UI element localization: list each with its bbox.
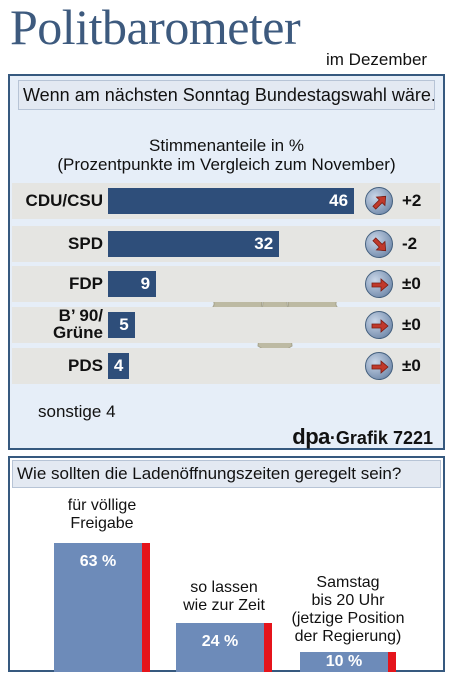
opinion-bar-accent	[264, 622, 272, 672]
party-value: 46	[329, 191, 349, 210]
source-separator: ·	[329, 428, 336, 448]
opinion-value: 63 %	[79, 552, 117, 570]
change-value: +2	[402, 191, 422, 210]
opinion-bar-accent	[388, 651, 396, 672]
party-label: FDP	[69, 275, 103, 292]
opinion-label: Samstag bis 20 Uhr (jetzige Position der Re…	[280, 574, 416, 646]
party-label: SPD	[68, 235, 103, 252]
source-credit: dpa·Grafik 7221	[292, 424, 433, 450]
change-value: -2	[402, 234, 418, 253]
opening-hours-question: Wie sollten die Ladenöffnungszeiten gere…	[12, 460, 441, 488]
change-value: ±0	[402, 356, 421, 375]
opinion-label: so lassen wie zur Zeit	[156, 579, 292, 615]
party-value: 5	[119, 315, 129, 334]
chart-subtitle: (Prozentpunkte im Vergleich zum November…	[57, 155, 396, 174]
opinion-value: 24 %	[201, 632, 239, 650]
opinion-label: für völlige Freigabe	[34, 497, 170, 533]
party-bar: 46	[108, 188, 355, 214]
party-bar: 4	[108, 353, 130, 379]
opinion-value: 10 %	[325, 652, 363, 670]
party-bar: 9	[108, 271, 157, 297]
party-bar: 5	[108, 312, 135, 338]
party-value: 4	[113, 356, 124, 375]
others-value: 4	[106, 402, 116, 421]
opinion-label-line: für völlige	[67, 496, 137, 514]
change-value: ±0	[402, 274, 421, 293]
party-label-line: B’ 90/	[58, 306, 103, 325]
election-question: Wenn am nächsten Sonntag Bundestagswahl …	[18, 80, 435, 110]
page-title: Politbarometer	[10, 0, 301, 55]
arrow-right-icon	[365, 352, 393, 380]
party-label-line: SPD	[68, 234, 103, 253]
arrow-right-icon	[365, 311, 393, 339]
opinion-bar	[176, 622, 264, 672]
opinion-label-line: so lassen	[190, 578, 258, 596]
party-label-line: CDU/CSU	[25, 191, 103, 210]
opinion-label-line: der Regierung)	[294, 627, 402, 645]
arrow-right-icon	[365, 270, 393, 298]
election-panel: Wenn am nächsten Sonntag Bundestagswahl …	[8, 74, 445, 450]
opinion-bar	[54, 542, 142, 672]
page-subtitle: im Dezember	[326, 49, 446, 71]
change-value: ±0	[402, 315, 421, 334]
party-label: B’ 90/Grüne	[53, 307, 103, 341]
party-bar: 32	[108, 231, 280, 257]
arrow-up-right-icon	[365, 187, 393, 215]
others-label: sonstige 4	[38, 402, 116, 421]
party-label: CDU/CSU	[26, 192, 103, 209]
opinion-bar	[300, 651, 388, 672]
opinion-label-line: (jetzige Position	[291, 609, 405, 627]
opinion-label-line: wie zur Zeit	[183, 596, 265, 614]
opening-hours-panel: Wie sollten die Ladenöffnungszeiten gere…	[8, 456, 445, 672]
opinion-label-line: Freigabe	[70, 514, 134, 532]
party-label: PDS	[68, 357, 103, 374]
party-value: 32	[254, 234, 274, 253]
opinion-label-line: Samstag	[316, 573, 380, 591]
opinion-label-line: bis 20 Uhr	[311, 591, 385, 609]
party-value: 9	[140, 274, 151, 293]
opinion-bar-accent	[142, 542, 150, 672]
party-label-line: PDS	[68, 356, 103, 375]
party-label-line: Grüne	[52, 323, 103, 342]
graphic-number: Grafik 7221	[335, 428, 433, 448]
dpa-logo: dpa	[292, 424, 330, 449]
chart-title: Stimmenanteile in %	[149, 136, 304, 155]
party-label-line: FDP	[69, 274, 103, 293]
arrow-down-right-icon	[365, 230, 393, 258]
